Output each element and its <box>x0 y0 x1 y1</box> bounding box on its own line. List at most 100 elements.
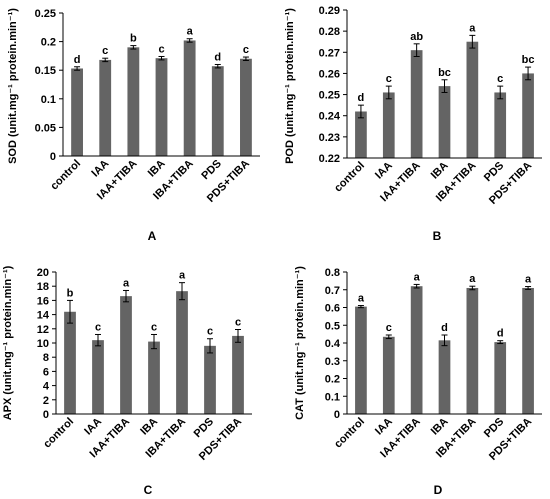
significance-label: bc <box>438 67 451 79</box>
bar <box>92 340 104 414</box>
bar <box>120 296 132 414</box>
panel-label-b: B <box>433 229 442 243</box>
y-tick-label: 12 <box>37 324 49 336</box>
bar <box>148 341 160 414</box>
chart-panel-a: SOD (unit.mg⁻¹ protein.min⁻¹) 0 0.05 0.1 0.… <box>7 8 260 243</box>
y-axis-title-c: APX (unit.mg⁻¹ protein.min⁻¹) <box>2 265 14 420</box>
y-axis-title-a: SOD (unit.mg⁻¹ protein.min⁻¹) <box>7 8 19 164</box>
y-tick-label: 20 <box>37 267 49 279</box>
panel-label-a: A <box>148 229 157 243</box>
significance-label: d <box>358 92 365 104</box>
significance-label: a <box>123 277 130 289</box>
y-tick-label: 16 <box>37 295 49 307</box>
y-tick-label: 0.5 <box>325 320 340 332</box>
significance-label: b <box>67 287 74 299</box>
bar <box>522 287 534 414</box>
bars-b: d c ab bc a c bc <box>355 22 534 158</box>
significance-label: bc <box>522 54 535 66</box>
y-tick-label: 0.1 <box>325 391 340 403</box>
significance-label: c <box>497 73 503 85</box>
significance-label: c <box>207 326 213 338</box>
y-tick-label: 0.25 <box>319 90 340 102</box>
y-tick-label: 0.24 <box>319 111 341 123</box>
y-tick-label: 0.8 <box>325 267 340 279</box>
bar <box>410 286 423 414</box>
significance-label: a <box>469 273 476 285</box>
category-label: PDS <box>199 158 223 182</box>
y-tick-label: 0.2 <box>41 37 56 49</box>
chart-panel-d: CAT (unit.mg⁻¹ protein.min⁻¹) 0 0.1 0.2 0.3… <box>294 266 542 497</box>
significance-label: a <box>525 274 532 286</box>
y-ticks-b: 0.22 0.23 0.24 0.25 0.26 0.27 0.28 0.29 <box>319 5 347 165</box>
y-tick-label: 0.27 <box>319 47 340 59</box>
bar <box>211 66 224 156</box>
significance-label: a <box>414 271 421 283</box>
bar <box>438 86 451 158</box>
significance-label: a <box>358 293 365 305</box>
y-tick-label: 0.7 <box>325 285 340 297</box>
bar <box>64 311 76 414</box>
y-tick-label: 0.26 <box>319 68 340 80</box>
bar <box>355 111 367 158</box>
significance-label: d <box>497 328 504 340</box>
significance-label: c <box>386 73 392 85</box>
y-tick-label: 0.22 <box>319 153 340 165</box>
category-label: PDS <box>482 416 506 440</box>
y-ticks-c: 0 2 4 6 8 10 12 14 16 18 20 <box>37 267 56 421</box>
significance-label: c <box>243 44 249 56</box>
significance-label: a <box>469 22 476 34</box>
bar <box>155 58 168 156</box>
bar <box>232 335 244 414</box>
y-tick-label: 0.1 <box>41 94 56 106</box>
significance-label: d <box>74 54 81 66</box>
category-label: IBA <box>429 160 451 182</box>
y-tick-label: 0.15 <box>35 65 56 77</box>
y-tick-label: 8 <box>43 352 49 364</box>
bar <box>410 50 423 158</box>
significance-label: ab <box>410 31 423 43</box>
bar <box>355 306 367 414</box>
y-tick-label: 0 <box>50 151 56 163</box>
significance-label: a <box>187 26 194 38</box>
significance-label: c <box>102 45 108 57</box>
significance-label: d <box>441 322 448 334</box>
bar <box>127 47 140 156</box>
bar <box>204 345 216 414</box>
chart-panel-b: POD (unit.mg⁻¹ protein.min⁻¹) 0.220.230.… <box>284 5 542 243</box>
bar <box>382 336 395 414</box>
category-label: IAA <box>373 160 395 182</box>
bars-c: b c a c a c c <box>64 270 244 414</box>
bar <box>382 92 395 158</box>
y-tick-label: 4 <box>43 381 50 393</box>
y-tick-label: 0.28 <box>319 26 340 38</box>
bar <box>466 41 479 158</box>
bar <box>494 342 507 414</box>
bar <box>438 340 451 414</box>
category-label: IBA <box>146 158 168 180</box>
y-axis-title-d: CAT (unit.mg⁻¹ protein.min⁻¹) <box>294 266 306 420</box>
bar <box>99 59 112 156</box>
panel-label-d: D <box>434 483 443 497</box>
bar <box>494 92 507 158</box>
bars-d: a c a d a d a <box>355 271 534 414</box>
y-tick-label: 0.25 <box>35 8 56 20</box>
bar <box>71 68 83 156</box>
category-label: IBA <box>138 416 160 438</box>
category-label: IAA <box>82 416 104 438</box>
category-label: IAA <box>89 158 111 180</box>
category-label: IBA <box>429 416 451 438</box>
y-tick-label: 0.2 <box>325 374 340 386</box>
significance-label: d <box>214 51 221 63</box>
category-label: IAA <box>373 416 395 438</box>
y-tick-label: 2 <box>43 395 49 407</box>
significance-label: c <box>151 321 157 333</box>
panel-label-c: C <box>144 483 153 497</box>
bar <box>240 58 252 157</box>
category-label: PDS <box>482 160 506 184</box>
y-ticks-d: 0 0.1 0.2 0.3 0.4 0.5 0.6 0.7 0.8 <box>325 267 347 421</box>
y-tick-label: 0.23 <box>319 132 340 144</box>
